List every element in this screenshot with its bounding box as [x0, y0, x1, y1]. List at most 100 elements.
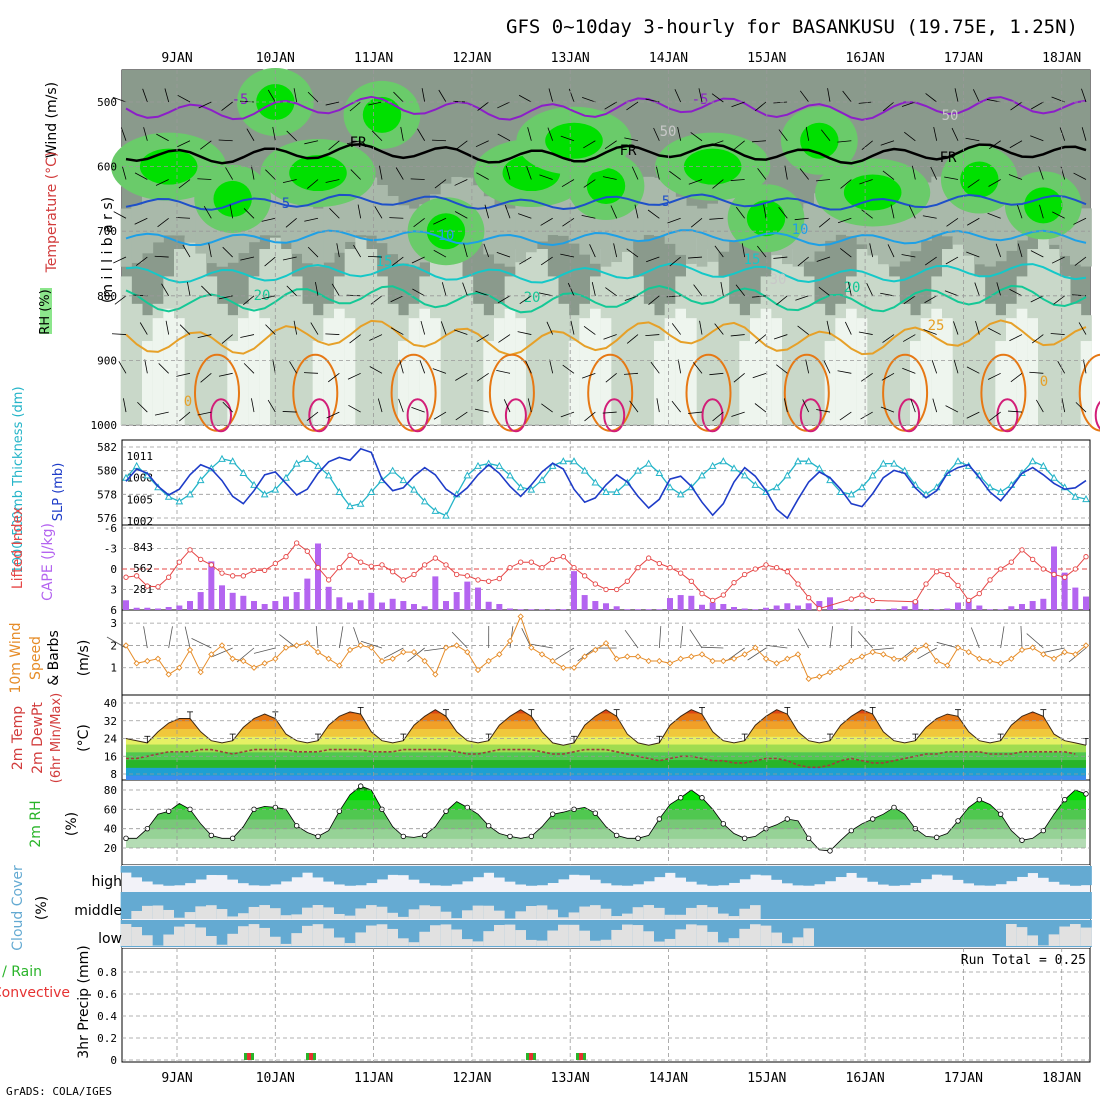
precip-panel: 0.8 0.6 0.4 0.2 0	[97, 948, 1090, 1067]
wind-barb	[882, 101, 895, 112]
wind-barb	[669, 170, 681, 180]
cloud-ylabel: Cloud Cover	[10, 865, 26, 951]
cloud-low-clear	[366, 925, 378, 946]
wind-barb	[1008, 410, 1023, 413]
rh-mid-band	[291, 195, 303, 254]
li-tick-label: -3	[104, 543, 117, 556]
temp-tick-label: 32	[104, 715, 117, 728]
cape-bar	[688, 595, 695, 610]
wind-barb	[1010, 101, 1023, 111]
lifted-index-point	[816, 605, 822, 612]
cloud-mid-clear	[184, 912, 196, 919]
wind-barb	[584, 411, 596, 422]
rh-band	[126, 790, 1086, 801]
cloud-mid-bar	[984, 892, 996, 919]
wind-barb	[752, 295, 767, 298]
wind-barb	[860, 372, 873, 382]
thickness-point	[463, 471, 472, 479]
lifted-index-point	[859, 592, 865, 598]
wind10m-ylabel-3: & Barbs	[46, 630, 62, 686]
surface-wind-barb	[530, 643, 553, 649]
surface-wind-barb	[236, 647, 255, 663]
rh-mid-band	[590, 205, 602, 264]
rh-low-band	[302, 303, 314, 425]
wind-barb	[910, 398, 916, 413]
li-tick-label: 0	[110, 563, 117, 576]
cloud-low-clear	[238, 926, 250, 946]
wind-barb	[784, 165, 788, 180]
rh-low-band	[536, 249, 548, 425]
wind-speed-point	[272, 655, 279, 662]
cloud-unit: (%)	[34, 896, 50, 920]
temperature-contour	[125, 95, 1087, 121]
thickness-point	[783, 471, 792, 479]
cape-bar	[955, 602, 961, 610]
li-tick-label: 3	[110, 584, 117, 597]
cloud-low-clear	[259, 927, 271, 946]
cloud-mid-bar	[238, 892, 250, 919]
thickness-point	[420, 497, 429, 505]
cape-bar	[891, 608, 897, 610]
cape-bar	[976, 605, 983, 610]
cloud-mid-bar	[675, 892, 687, 919]
contour-label: 20	[524, 290, 541, 306]
cloud-low-clear	[750, 924, 762, 946]
cloud-mid-bar	[600, 892, 612, 919]
wind-barb	[712, 179, 724, 189]
cloud-low-bar	[280, 920, 292, 947]
cape-bar	[1008, 606, 1015, 610]
wind-barb	[709, 372, 724, 376]
thickness-point	[324, 471, 333, 479]
wind-barb	[583, 140, 596, 149]
cape-bar	[443, 601, 449, 610]
lifted-index-point	[155, 584, 161, 590]
rh-dry-band	[686, 318, 698, 425]
thickness-point	[751, 480, 760, 488]
wind-barb	[799, 90, 809, 103]
precip-tick-label: 0.2	[97, 1032, 117, 1045]
rh-mid-band	[568, 185, 580, 244]
wind-speed-point	[538, 651, 546, 658]
wind-barb	[240, 334, 255, 338]
cloud-low-bar	[782, 920, 794, 947]
lifted-index-point	[262, 567, 268, 574]
cloud-low-bar	[974, 920, 986, 947]
lifted-index-line	[125, 542, 1087, 610]
cloud-low-clear	[782, 943, 794, 946]
cloud-mid-bar	[942, 892, 954, 919]
wind-barb	[693, 362, 703, 374]
wind-barb	[165, 320, 170, 335]
wind-barb	[329, 208, 340, 219]
wind-barb	[773, 101, 788, 104]
cloud-high-bar	[846, 866, 858, 873]
lifted-index-point	[347, 552, 353, 558]
lifted-index-point	[795, 581, 801, 587]
temperature-band	[122, 697, 1090, 705]
wind-barb	[924, 256, 937, 266]
cloud-high-bar	[152, 866, 164, 885]
cloud-mid-clear	[206, 905, 218, 919]
wind-speed-point	[730, 655, 738, 662]
surface-wind-barb	[143, 626, 148, 649]
wind-barb	[411, 407, 425, 413]
cloud-high-bar	[1059, 866, 1071, 885]
slp-series-line	[125, 447, 1087, 520]
rh-dry-band	[248, 308, 260, 425]
contour-label: 20	[844, 280, 861, 296]
wind-speed-point	[1040, 651, 1047, 658]
rh-mid-band	[579, 196, 591, 255]
wind-barb	[805, 359, 810, 374]
wind-barb	[710, 140, 724, 146]
wind-barb	[1008, 174, 1023, 180]
cloud-low-clear	[174, 926, 186, 946]
temperature-contour	[125, 262, 1087, 284]
rh-low-band	[963, 249, 975, 425]
cloud-mid-bar	[803, 892, 815, 919]
wind-barb	[392, 256, 404, 266]
cape-bar	[261, 604, 268, 610]
cloud-low-clear	[739, 928, 751, 946]
wind-speed-point	[1008, 655, 1015, 662]
wind-barb	[475, 290, 489, 297]
cloud-level-high: high	[91, 874, 122, 890]
rh-dry-band	[238, 318, 250, 425]
